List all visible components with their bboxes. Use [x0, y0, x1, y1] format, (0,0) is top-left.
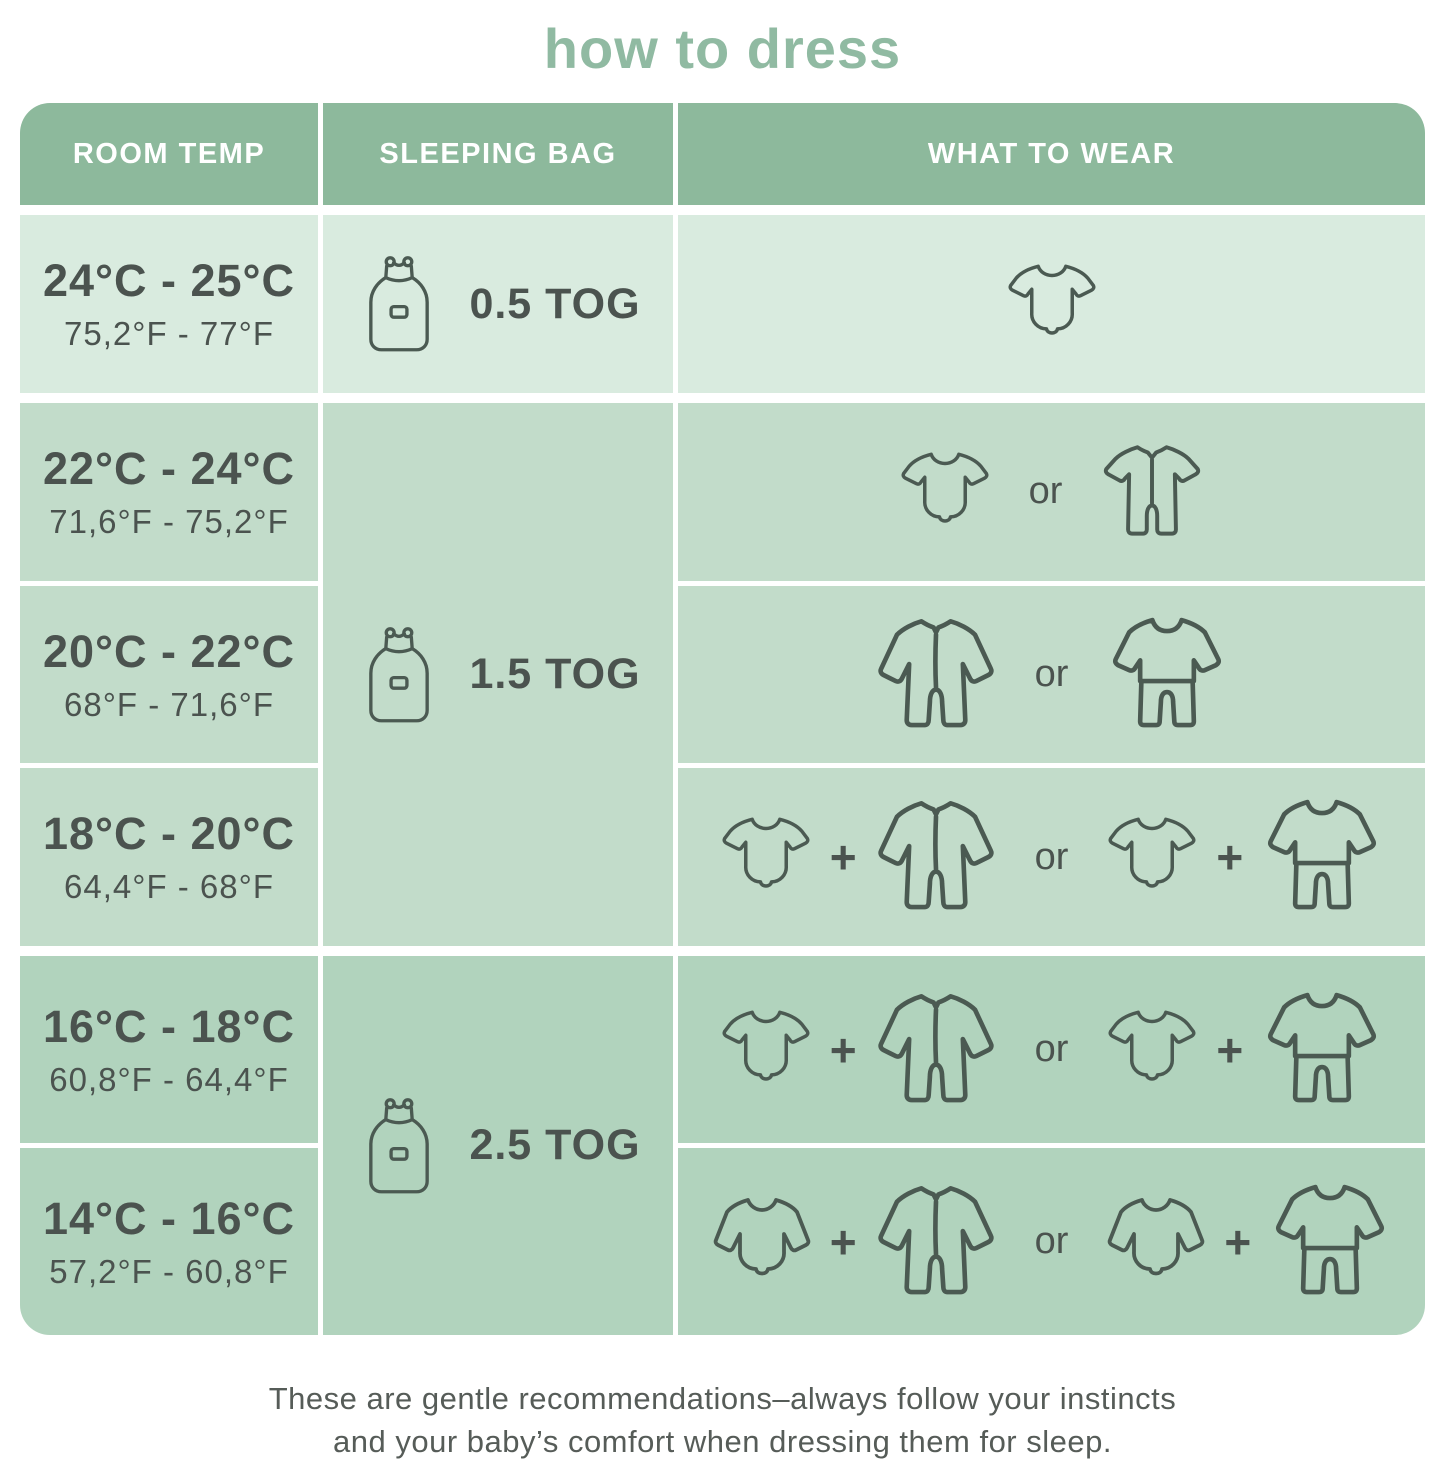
plus-separator: + [1216, 1023, 1244, 1076]
pajamas-icon [1261, 976, 1383, 1124]
wear-cell: + or + [678, 1148, 1425, 1335]
temp-range-celsius: 24°C - 25°C [42, 255, 296, 306]
tog-inner: 0.5 TOG [355, 247, 640, 361]
temp-range-celsius: 18°C - 20°C [42, 808, 296, 860]
romper-short-sleeve-icon [1100, 436, 1204, 548]
pajamas-icon [1269, 1168, 1391, 1316]
room-temp-column: 22°C - 24°C 71,6°F - 75,2°F 20°C - 22°C 68°… [20, 403, 318, 947]
footer-note-line1: These are gentle recommendations–always … [268, 1381, 1177, 1416]
temp-range-fahrenheit: 68°F - 71,6°F [64, 685, 274, 723]
bodysuit-short-sleeve-icon [1006, 258, 1098, 350]
tog-cell: 1.5 TOG [323, 403, 673, 946]
tog-label: 0.5 TOG [469, 279, 641, 328]
sleeping-bag-icon [355, 247, 443, 361]
wear-cell [678, 215, 1425, 393]
bodysuit-short-sleeve-icon [720, 811, 812, 903]
table-section: 24°C - 25°C 75,2°F - 77°F 0.5 TOG [20, 215, 1425, 393]
header-cell-what-to-wear: WHAT TO WEAR [678, 103, 1425, 205]
tog-cell: 0.5 TOG [323, 215, 673, 393]
room-temp-cell: 16°C - 18°C 60,8°F - 64,4°F [20, 956, 318, 1143]
table-section: 16°C - 18°C 60,8°F - 64,4°F 14°C - 16°C 57,… [20, 956, 1425, 1335]
tog-label: 2.5 TOG [469, 1121, 641, 1169]
plus-separator: + [829, 1215, 857, 1268]
plus-separator: + [1216, 831, 1244, 884]
plus-separator: + [829, 831, 857, 884]
or-separator: or [1034, 1220, 1069, 1262]
room-temp-column: 16°C - 18°C 60,8°F - 64,4°F 14°C - 16°C 57,… [20, 956, 318, 1335]
wear-cell: + or + [678, 956, 1425, 1143]
table-header-row: ROOM TEMP SLEEPING BAG WHAT TO WEAR [20, 103, 1425, 205]
footer-note-line2: and your baby’s comfort when dressing th… [333, 1424, 1112, 1460]
temp-range-celsius: 22°C - 24°C [42, 442, 296, 494]
bodysuit-long-sleeve-icon [1106, 1190, 1206, 1294]
table-section: 22°C - 24°C 71,6°F - 75,2°F 20°C - 22°C 68°… [20, 403, 1425, 947]
temp-range-fahrenheit: 60,8°F - 64,4°F [49, 1060, 289, 1098]
sleepsuit-icon [875, 783, 997, 931]
tog-inner: 1.5 TOG [355, 618, 640, 732]
bodysuit-short-sleeve-icon [1106, 811, 1198, 903]
room-temp-column: 24°C - 25°C 75,2°F - 77°F [20, 215, 318, 393]
sleeping-bag-icon [355, 1089, 443, 1203]
temp-range-fahrenheit: 64,4°F - 68°F [64, 868, 274, 906]
sleeping-bag-icon [355, 618, 443, 732]
or-separator: or [1034, 653, 1069, 695]
sleepsuit-icon [875, 1168, 997, 1316]
bodysuit-long-sleeve-icon [712, 1190, 812, 1294]
tog-inner: 2.5 TOG [355, 1089, 640, 1203]
pajamas-icon [1106, 601, 1228, 749]
plus-separator: + [1224, 1215, 1252, 1268]
bodysuit-short-sleeve-icon [1106, 1004, 1198, 1096]
what-to-wear-column: or or + or + [678, 403, 1425, 947]
temp-range-celsius: 16°C - 18°C [42, 1000, 296, 1052]
temp-range-fahrenheit: 57,2°F - 60,8°F [49, 1252, 289, 1290]
room-temp-cell: 14°C - 16°C 57,2°F - 60,8°F [20, 1148, 318, 1335]
footer-note: These are gentle recommendations–always … [0, 1377, 1445, 1464]
temp-range-fahrenheit: 75,2°F - 77°F [64, 315, 274, 352]
header-cell-sleeping-bag: SLEEPING BAG [323, 103, 673, 205]
sleepsuit-icon [875, 601, 997, 749]
plus-separator: + [829, 1023, 857, 1076]
room-temp-cell: 22°C - 24°C 71,6°F - 75,2°F [20, 403, 318, 581]
wear-cell: or [678, 585, 1425, 764]
room-temp-cell: 20°C - 22°C 68°F - 71,6°F [20, 585, 318, 764]
tog-cell: 2.5 TOG [323, 956, 673, 1335]
what-to-wear-column [678, 215, 1425, 393]
bodysuit-short-sleeve-icon [899, 446, 991, 538]
room-temp-cell: 24°C - 25°C 75,2°F - 77°F [20, 215, 318, 393]
page-title: how to dress [543, 17, 902, 80]
pajamas-icon [1261, 783, 1383, 931]
what-to-wear-column: + or + + or + [678, 956, 1425, 1335]
temp-range-fahrenheit: 71,6°F - 75,2°F [49, 502, 289, 540]
bodysuit-short-sleeve-icon [720, 1004, 812, 1096]
wear-cell: or [678, 403, 1425, 581]
temp-range-celsius: 14°C - 16°C [42, 1192, 296, 1244]
sleepsuit-icon [875, 976, 997, 1124]
header-cell-room-temp: ROOM TEMP [20, 103, 318, 205]
temp-range-celsius: 20°C - 22°C [42, 625, 296, 677]
tog-label: 1.5 TOG [469, 650, 641, 698]
or-separator: or [1028, 470, 1063, 513]
room-temp-cell: 18°C - 20°C 64,4°F - 68°F [20, 768, 318, 947]
or-separator: or [1034, 835, 1069, 878]
dressing-guide-table: ROOM TEMP SLEEPING BAG WHAT TO WEAR 24°C… [20, 103, 1425, 1335]
or-separator: or [1034, 1028, 1069, 1070]
wear-cell: + or + [678, 768, 1425, 947]
